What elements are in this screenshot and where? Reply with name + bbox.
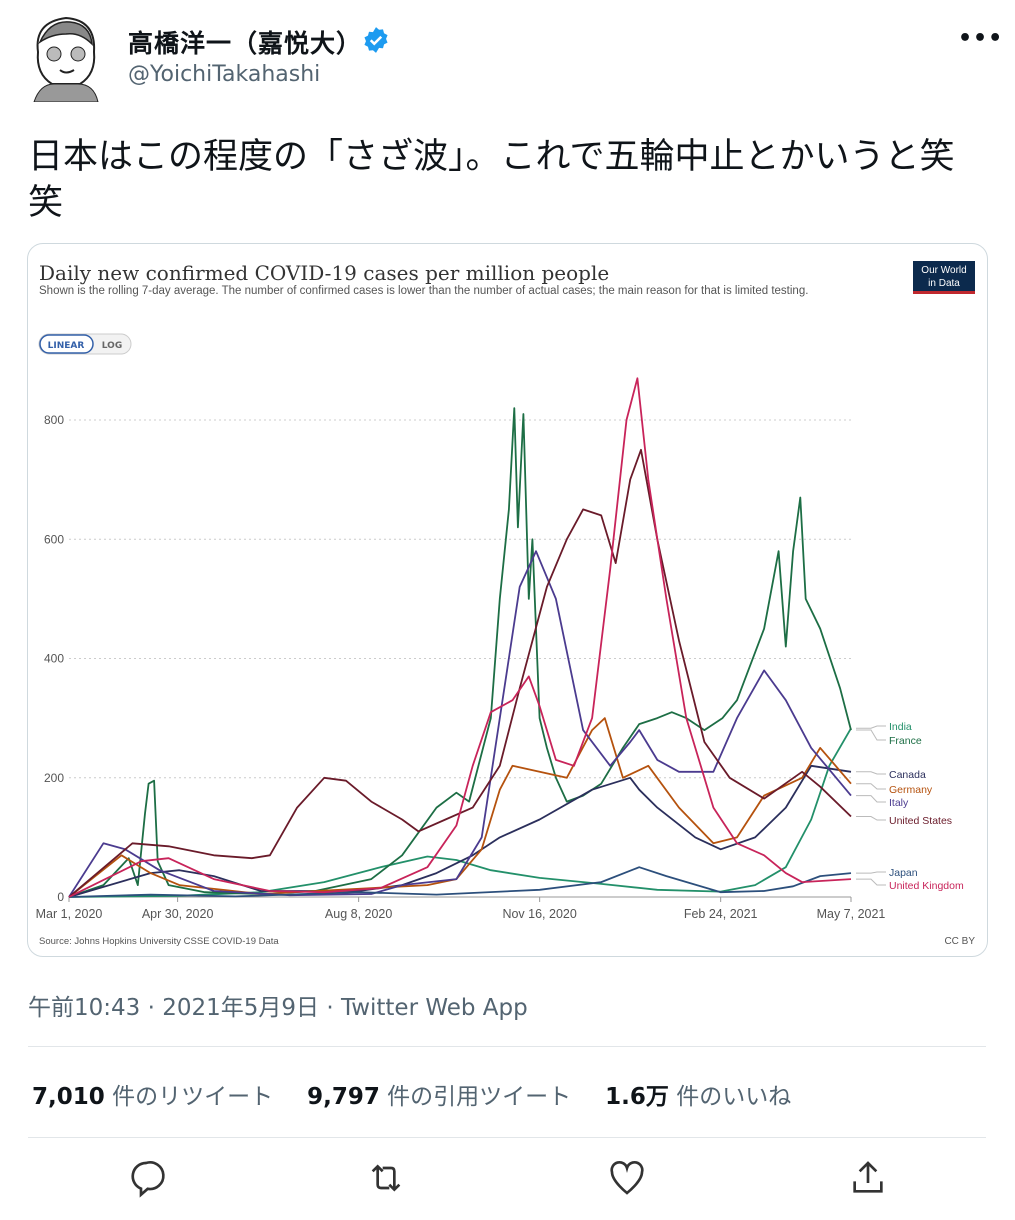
engagement-stats: 7,010 件のリツイート 9,797 件の引用ツイート 1.6万 件のいいね bbox=[32, 1077, 791, 1111]
series-line-united-states bbox=[68, 448, 852, 898]
legend-connector bbox=[856, 783, 886, 790]
y-tick-label: 0 bbox=[57, 890, 64, 904]
legend-label: Canada bbox=[889, 769, 926, 781]
series-line-canada bbox=[68, 764, 852, 898]
y-tick-label: 800 bbox=[44, 413, 64, 427]
legend-label: United Kingdom bbox=[889, 880, 964, 892]
x-tick-label: Nov 16, 2020 bbox=[502, 907, 576, 921]
chart-image-card[interactable]: Daily new confirmed COVID-19 cases per m… bbox=[27, 243, 988, 957]
share-icon[interactable] bbox=[848, 1158, 888, 1198]
legend-label: United States bbox=[889, 815, 952, 827]
legend-connector bbox=[856, 795, 886, 803]
linear-scale-button[interactable] bbox=[39, 334, 94, 354]
y-tick-label: 400 bbox=[44, 652, 64, 666]
our-world-in-data-logo: Our World in Data bbox=[913, 261, 975, 294]
legend-label: India bbox=[889, 721, 912, 733]
x-tick-label: Feb 24, 2021 bbox=[684, 907, 758, 921]
legend-connector bbox=[856, 771, 886, 775]
legend-connector bbox=[856, 725, 886, 729]
legend-label: France bbox=[889, 735, 922, 747]
x-tick-label: Aug 8, 2020 bbox=[325, 907, 392, 921]
like-count[interactable]: 1.6万 件のいいね bbox=[605, 1084, 792, 1110]
series-line-united-kingdom bbox=[68, 377, 852, 898]
series-line-germany bbox=[68, 717, 852, 898]
quote-count[interactable]: 9,797 件の引用ツイート bbox=[307, 1084, 572, 1110]
chart-subtitle: Shown is the rolling 7-day average. The … bbox=[39, 285, 809, 297]
series-line-japan bbox=[68, 866, 852, 898]
divider bbox=[28, 1046, 986, 1047]
y-tick-label: 600 bbox=[44, 532, 64, 546]
legend-label: Italy bbox=[889, 797, 909, 809]
divider bbox=[28, 1137, 986, 1138]
y-tick-label: 200 bbox=[44, 771, 64, 785]
legend-connector bbox=[856, 871, 886, 874]
retweet-icon[interactable] bbox=[366, 1158, 406, 1198]
svg-text:Our World: Our World bbox=[921, 265, 966, 276]
svg-text:in Data: in Data bbox=[928, 278, 960, 289]
x-tick-label: Apr 30, 2020 bbox=[142, 907, 214, 921]
log-scale-button[interactable]: LOG bbox=[102, 341, 122, 351]
covid-chart: Daily new confirmed COVID-19 cases per m… bbox=[36, 261, 975, 947]
reply-icon[interactable] bbox=[126, 1158, 166, 1198]
linear-label[interactable]: LINEAR bbox=[48, 341, 85, 351]
chart-license[interactable]: CC BY bbox=[944, 936, 975, 947]
verified-badge-icon bbox=[364, 27, 388, 53]
series-line-france bbox=[68, 407, 852, 898]
user-handle[interactable]: @YoichiTakahashi bbox=[128, 62, 321, 87]
chart-title: Daily new confirmed COVID-19 cases per m… bbox=[39, 261, 609, 285]
legend-connector bbox=[856, 816, 886, 821]
legend-label: Japan bbox=[889, 867, 918, 879]
scale-toggle[interactable]: LINEAR LOG bbox=[38, 333, 132, 355]
legend-connector bbox=[856, 729, 886, 741]
more-horizontal-icon[interactable]: ••• bbox=[958, 26, 1004, 51]
legend-connector bbox=[856, 878, 886, 886]
x-tick-label: Mar 1, 2020 bbox=[36, 907, 103, 921]
avatar[interactable] bbox=[30, 12, 102, 102]
series-line-india bbox=[68, 727, 852, 898]
display-name[interactable]: 高橋洋一（嘉悦大） bbox=[128, 29, 363, 58]
chart-source: Source: Johns Hopkins University CSSE CO… bbox=[39, 936, 279, 947]
retweet-count[interactable]: 7,010 件のリツイート bbox=[32, 1084, 274, 1110]
legend-label: Germany bbox=[889, 784, 933, 796]
x-tick-label: May 7, 2021 bbox=[817, 907, 886, 921]
tweet-timestamp[interactable]: 午前10:43 · 2021年5月9日 · Twitter Web App bbox=[28, 995, 528, 1021]
series-line-italy bbox=[68, 550, 852, 898]
tweet-text: 日本はこの程度の「さざ波」。これで五輪中止とかいうと笑笑 bbox=[28, 137, 955, 223]
like-icon[interactable] bbox=[607, 1158, 647, 1198]
